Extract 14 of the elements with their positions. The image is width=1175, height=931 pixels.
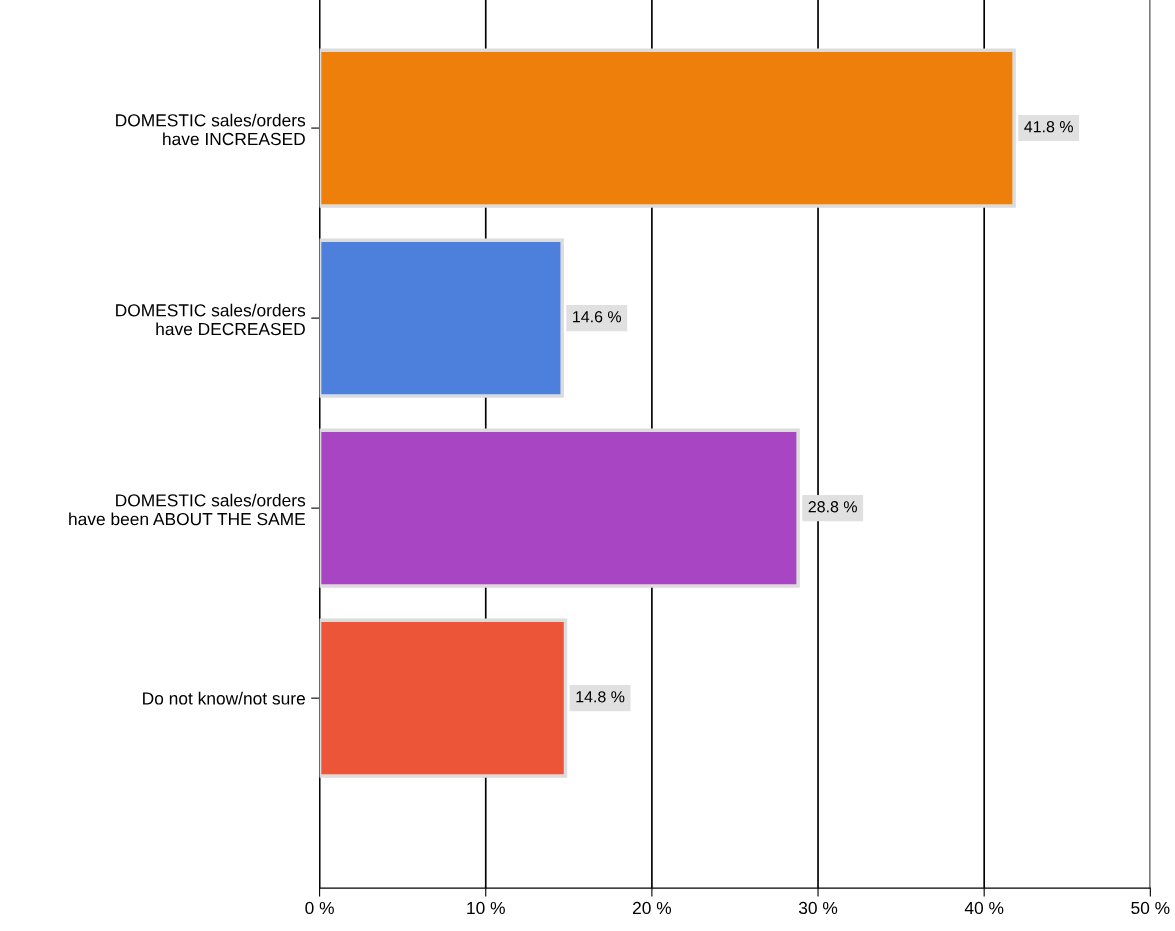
data-label: 14.8 % (576, 691, 625, 703)
data-label: 28.8 % (808, 501, 857, 513)
x-tick-label: 50 % (1131, 901, 1170, 915)
x-tick-label: 40 % (964, 901, 1004, 915)
x-tick-label: 20 % (632, 901, 672, 915)
data-label: 41.8 % (1024, 121, 1073, 133)
y-tick-label: DOMESTIC sales/orders have INCREASED (116, 113, 306, 146)
x-tick-label: 0 % (305, 901, 334, 915)
data-label: 14.6 % (573, 311, 622, 323)
x-tick-label: 10 % (467, 901, 505, 915)
y-tick-label: Do not know/not sure (143, 691, 305, 705)
y-tick-label: DOMESTIC sales/orders have DECREASED (116, 303, 306, 336)
x-tick-label: 30 % (798, 901, 838, 915)
y-tick-label: DOMESTIC sales/orders have been ABOUT THE SAME (69, 493, 306, 526)
